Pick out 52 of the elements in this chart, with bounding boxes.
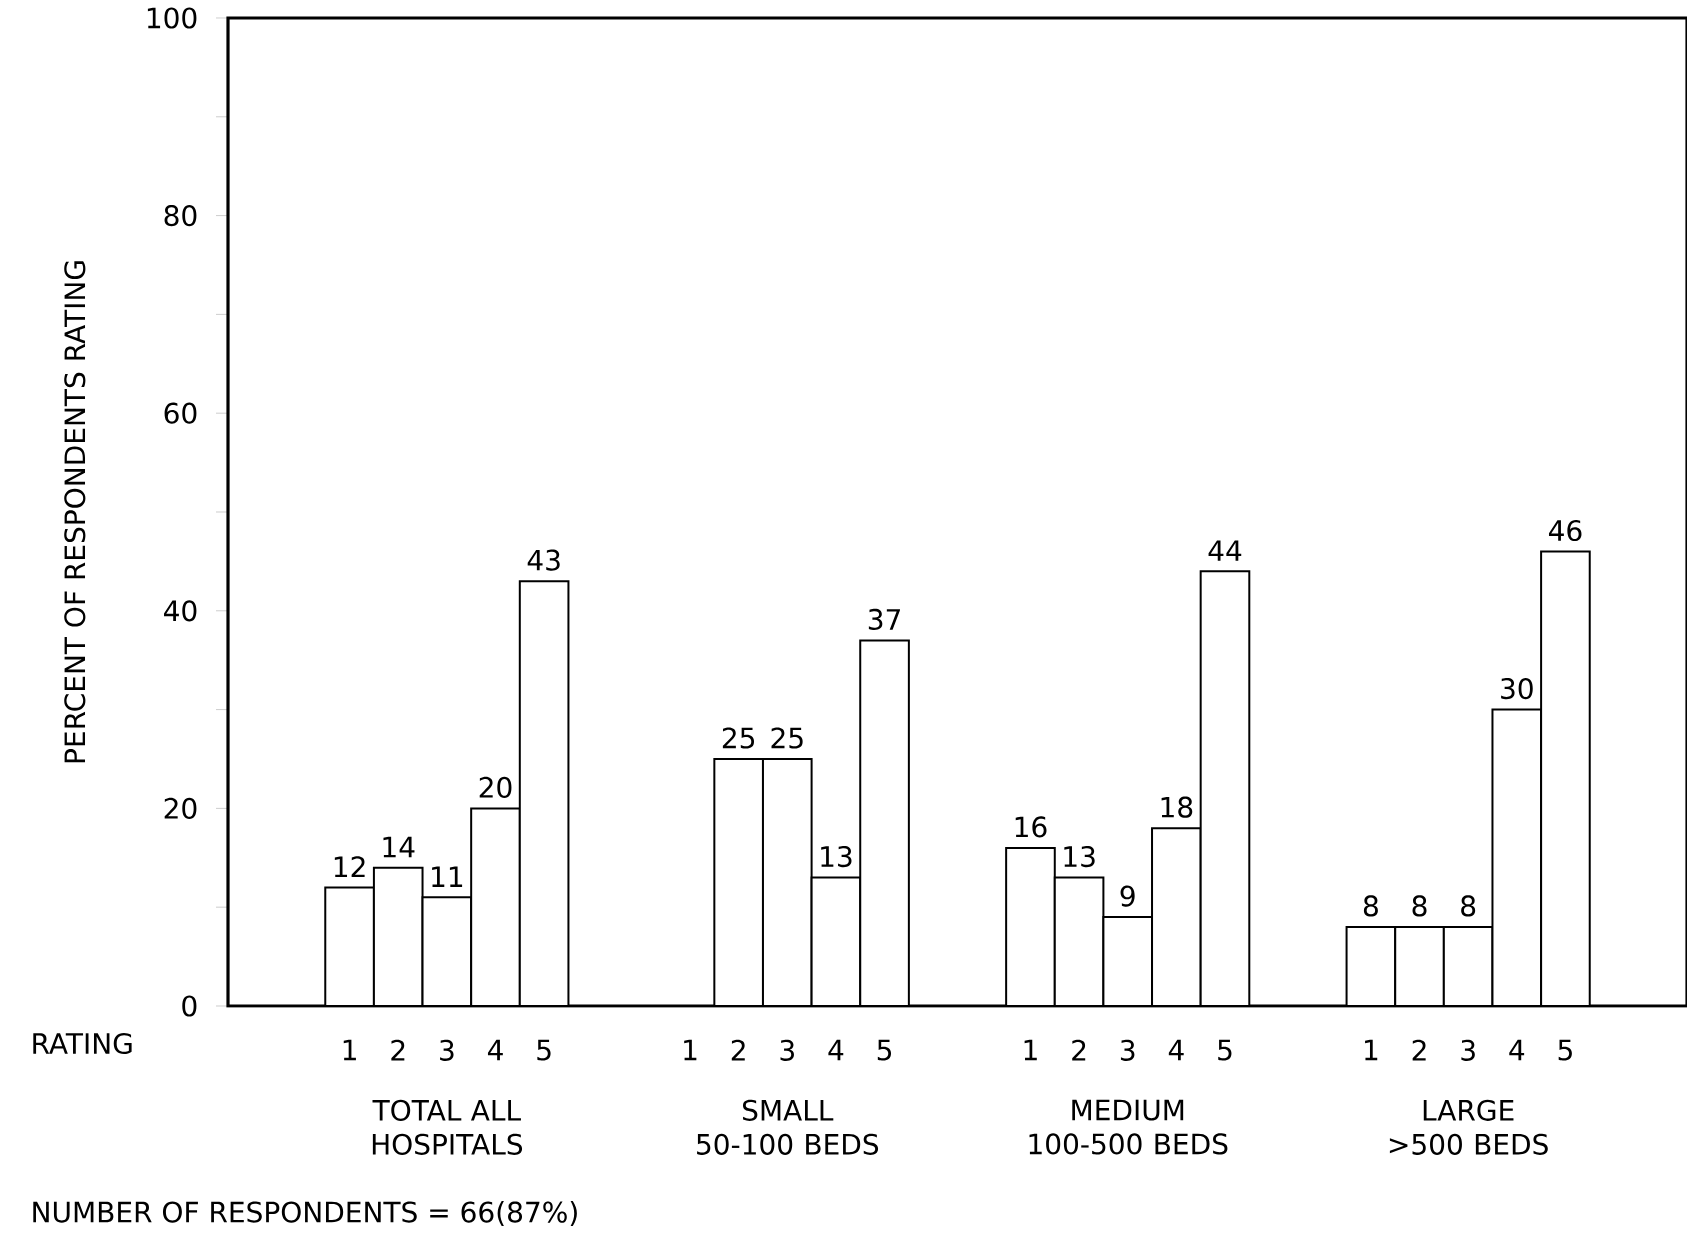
y-tick-label: 40 xyxy=(164,600,197,622)
x-tick-label: 2 xyxy=(731,1039,745,1061)
data-label: 11 xyxy=(432,866,463,887)
data-label: 13 xyxy=(821,845,852,868)
x-tick-label: 2 xyxy=(1412,1039,1426,1061)
y-tick-label: 60 xyxy=(164,402,197,424)
x-tick-label: 4 xyxy=(1509,1039,1525,1061)
x-tick-label: 4 xyxy=(487,1039,503,1061)
text: NUMBER OF RESPONDENTS = 66(87%) xyxy=(33,1200,577,1226)
data-label: 12 xyxy=(334,856,365,878)
data-label: 8 xyxy=(1461,895,1476,917)
y-tick-label: 100 xyxy=(147,7,197,29)
x-tick-label: 3 xyxy=(1461,1039,1475,1061)
data-label: 8 xyxy=(1363,895,1378,917)
data-label: 8 xyxy=(1412,895,1427,917)
text: SMALL 50-100 BEDS xyxy=(697,1099,879,1155)
text: TOTAL ALL HOSPITALS xyxy=(372,1099,523,1155)
text: MEDIUM 100-500 BEDS xyxy=(1029,1099,1228,1155)
x-axis-title: RATING xyxy=(33,1032,132,1055)
y-tick-label: 20 xyxy=(164,797,197,819)
x-tick-label: 4 xyxy=(828,1039,844,1061)
data-label: 43 xyxy=(527,549,560,571)
x-tick-label: 5 xyxy=(537,1039,551,1061)
x-tick-label: 2 xyxy=(1072,1039,1086,1061)
x-tick-label: 4 xyxy=(1168,1039,1184,1061)
data-label: 25 xyxy=(771,727,803,749)
data-label: 37 xyxy=(868,608,900,631)
x-tick-label: 1 xyxy=(343,1039,356,1061)
y-tick-label: 0 xyxy=(182,995,197,1017)
data-label: 20 xyxy=(479,776,512,798)
y-axis-title: PERCENT OF RESPONDENTS RATING xyxy=(64,261,86,763)
x-tick-label: 1 xyxy=(684,1039,697,1061)
data-label: 46 xyxy=(1548,519,1582,542)
data-label: 18 xyxy=(1161,796,1193,818)
data-label: 13 xyxy=(1064,845,1095,868)
x-tick-label: 5 xyxy=(1218,1039,1232,1061)
y-tick-label: 80 xyxy=(164,204,197,227)
x-tick-label: 3 xyxy=(440,1039,454,1061)
data-label: 16 xyxy=(1015,816,1047,838)
x-tick-label: 5 xyxy=(877,1039,892,1061)
x-tick-label: 5 xyxy=(1558,1039,1572,1061)
data-label: 25 xyxy=(722,727,755,749)
x-tick-label: 2 xyxy=(391,1039,405,1061)
x-tick-label: 3 xyxy=(780,1039,794,1061)
text: LARGE >500 BEDS xyxy=(1389,1099,1548,1155)
data-label: 9 xyxy=(1120,885,1135,907)
data-label: 14 xyxy=(383,836,415,858)
data-label: 44 xyxy=(1208,540,1242,561)
data-label: 30 xyxy=(1501,677,1533,700)
x-tick-label: 1 xyxy=(1024,1039,1037,1061)
x-tick-label: 3 xyxy=(1120,1039,1135,1061)
x-tick-label: 1 xyxy=(1365,1039,1378,1061)
